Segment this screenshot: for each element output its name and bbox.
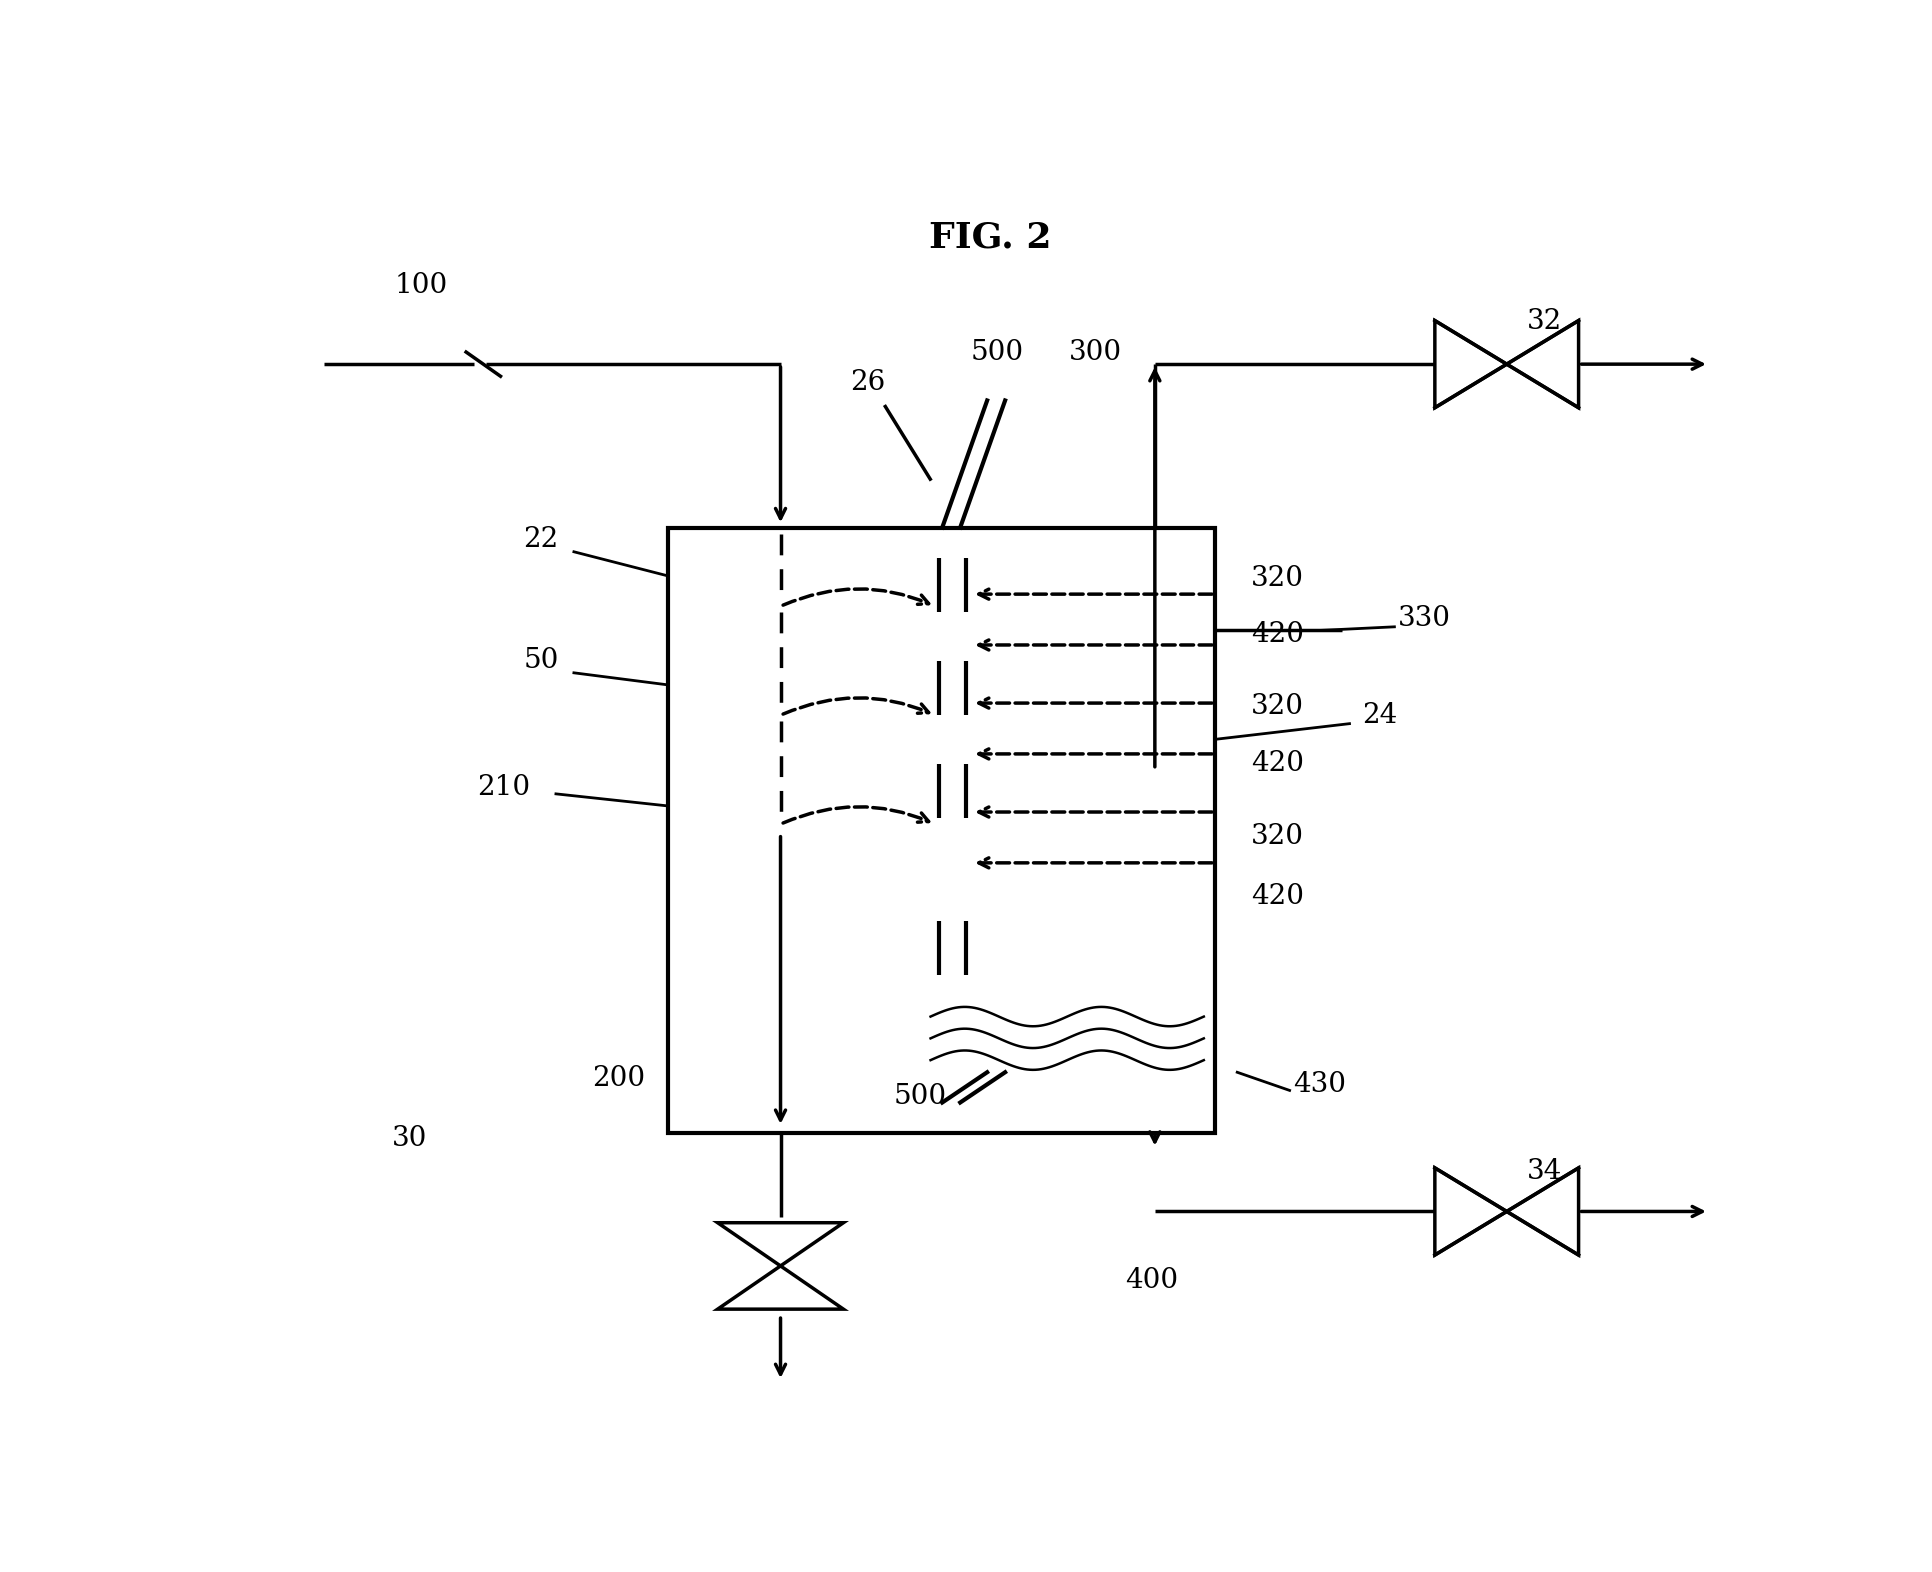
- Text: 300: 300: [1068, 338, 1121, 366]
- Text: 400: 400: [1124, 1267, 1179, 1294]
- Text: 420: 420: [1252, 750, 1304, 777]
- Text: 22: 22: [524, 527, 558, 553]
- Text: 330: 330: [1399, 605, 1451, 632]
- Bar: [668, 528, 1215, 1133]
- Text: 320: 320: [1252, 693, 1304, 720]
- Text: 430: 430: [1293, 1071, 1347, 1097]
- Text: 500: 500: [972, 338, 1024, 366]
- Text: 32: 32: [1526, 308, 1561, 335]
- Text: 210: 210: [477, 775, 529, 802]
- Text: FIG. 2: FIG. 2: [929, 220, 1051, 255]
- Text: 30: 30: [392, 1126, 427, 1152]
- Text: 500: 500: [893, 1083, 947, 1110]
- Text: 320: 320: [1252, 822, 1304, 850]
- Text: 34: 34: [1526, 1159, 1561, 1185]
- Text: 320: 320: [1252, 564, 1304, 593]
- Text: 200: 200: [593, 1064, 645, 1093]
- Text: 24: 24: [1362, 701, 1397, 729]
- Text: 100: 100: [394, 272, 448, 299]
- Text: 420: 420: [1252, 883, 1304, 910]
- Text: 26: 26: [850, 369, 885, 396]
- Text: 50: 50: [524, 648, 558, 674]
- Text: 420: 420: [1252, 621, 1304, 648]
